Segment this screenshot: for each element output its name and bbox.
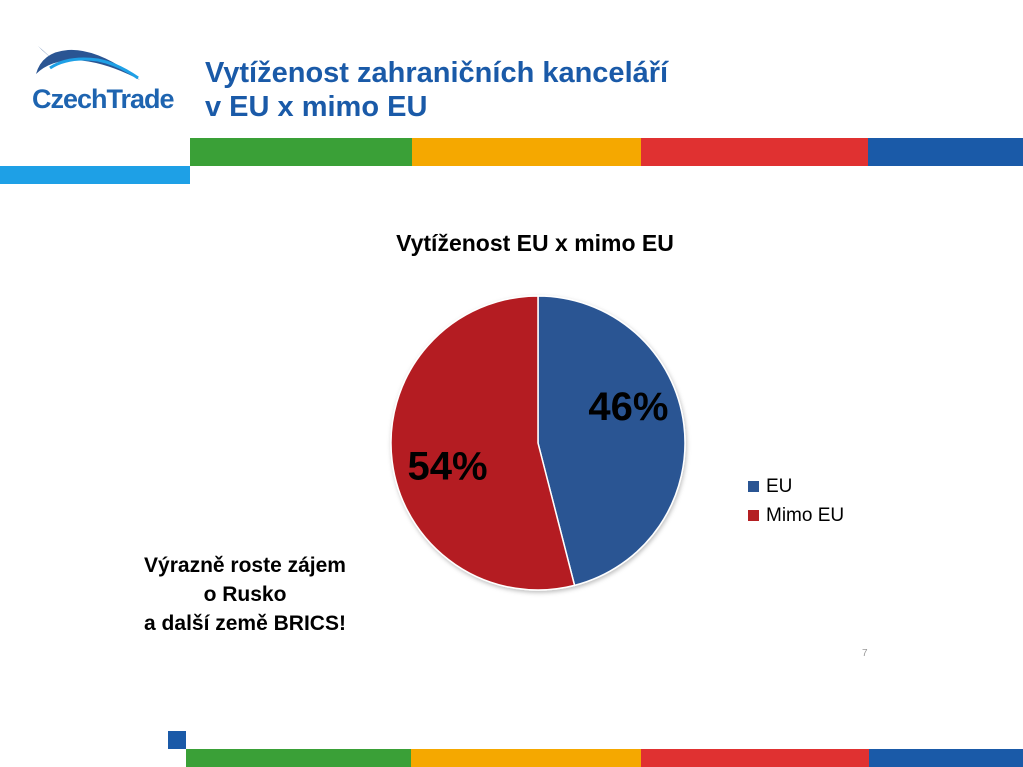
stripe-orange — [412, 138, 641, 166]
note-line: Výrazně roste zájem — [144, 554, 346, 577]
pie-slice-eu — [537, 295, 686, 587]
pie-data-label: 46% — [588, 385, 668, 429]
legend-swatch — [748, 510, 759, 521]
legend-label: EU — [766, 475, 793, 497]
note-line: o Rusko — [203, 583, 287, 606]
bottom-blue-square — [168, 731, 186, 749]
stripe-red — [641, 138, 868, 166]
czechtrade-logo: CzechTrade — [28, 44, 178, 124]
legend-label: Mimo EU — [766, 504, 845, 526]
bottom-color-stripe — [186, 749, 1023, 767]
stripe-green — [186, 749, 411, 767]
stripe-orange — [411, 749, 641, 767]
top-color-stripe — [190, 138, 1023, 166]
stripe-red — [641, 749, 869, 767]
legend-swatch — [748, 481, 759, 492]
slide-note: Výrazně roste zájem o Rusko a další země… — [110, 551, 380, 638]
legend-item-mimo-eu: Mimo EU — [748, 501, 844, 530]
stripe-green — [190, 138, 412, 166]
chart-legend: EU Mimo EU — [748, 472, 844, 530]
pie-chart: 46% 54% — [390, 295, 686, 591]
light-blue-stripe — [0, 166, 190, 184]
stripe-blue — [868, 138, 1023, 166]
chart-title: Vytíženost EU x mimo EU — [396, 230, 674, 256]
slide-title-line: v EU x mimo EU — [205, 91, 428, 123]
page-number: 7 — [862, 648, 868, 659]
pie-slice-mimo-eu — [390, 295, 576, 591]
slide-title: Vytíženost zahraničních kanceláří v EU x… — [205, 56, 668, 124]
pie-data-label: 54% — [408, 445, 488, 489]
logo-text: CzechTrade — [32, 84, 175, 114]
note-line: a další země BRICS! — [144, 612, 346, 635]
globe-logo-icon — [36, 46, 140, 80]
stripe-blue — [869, 749, 1023, 767]
legend-item-eu: EU — [748, 472, 844, 501]
slide-title-line: Vytíženost zahraničních kanceláří — [205, 57, 669, 89]
